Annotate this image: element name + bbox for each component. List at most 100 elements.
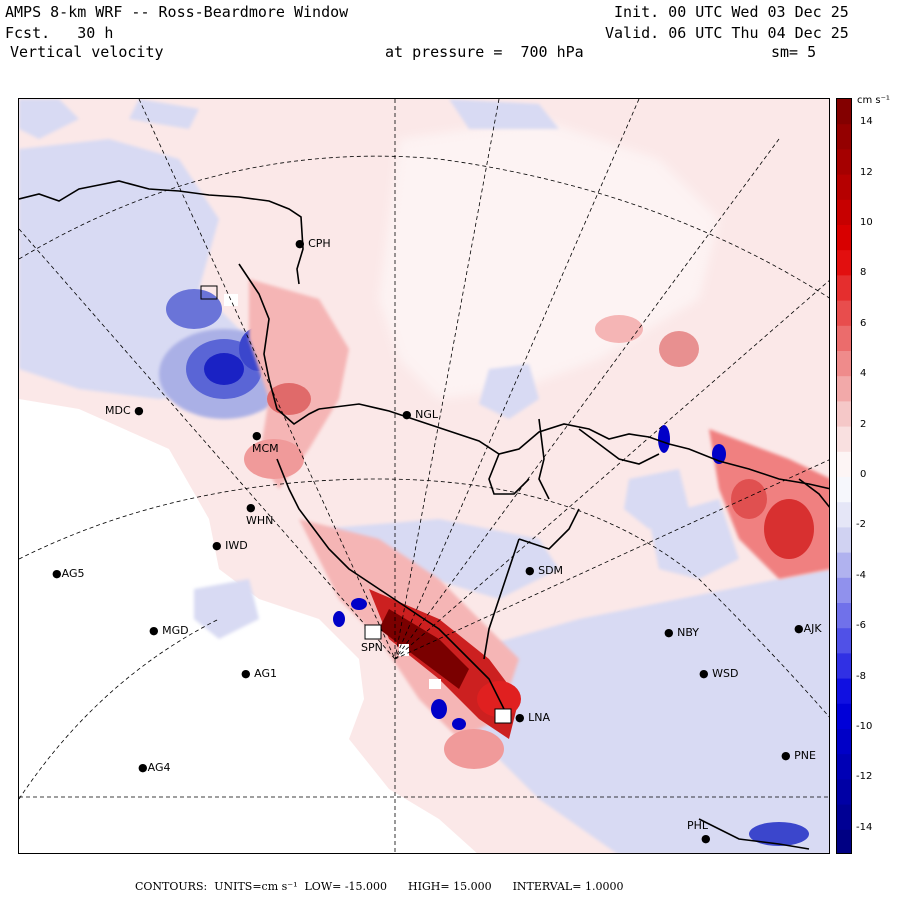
map-panel: ● CPH MDC ● ● NGL ● IWD ●AG5 ● MGD ● AG1… bbox=[18, 98, 830, 854]
colorbar-gradient bbox=[837, 99, 851, 853]
station-cph: ● CPH bbox=[295, 237, 331, 250]
fcst-label: Fcst. bbox=[5, 24, 51, 42]
colorbar-band bbox=[837, 779, 851, 806]
colorbar-tick-label: -6 bbox=[856, 620, 866, 632]
footer-units: UNITS=cm s⁻¹ bbox=[214, 880, 298, 893]
colorbar-band bbox=[837, 729, 851, 755]
colorbar-band bbox=[837, 124, 851, 150]
station-label: WSD bbox=[712, 667, 739, 680]
colorbar-band bbox=[837, 703, 851, 730]
pressure-level: at pressure = 700 hPa bbox=[385, 43, 584, 61]
variable-name: Vertical velocity bbox=[10, 43, 164, 61]
colorbar-band bbox=[837, 603, 851, 629]
blue-core-northwest bbox=[159, 289, 289, 419]
colorbar-band bbox=[837, 250, 851, 276]
colorbar-band bbox=[837, 300, 851, 327]
vertical-velocity-map bbox=[19, 99, 829, 853]
colorbar-band bbox=[837, 502, 851, 528]
quiet-region-ross bbox=[19, 399, 477, 853]
station-ngl: ● NGL bbox=[402, 408, 438, 421]
footer-contours: CONTOURS: bbox=[135, 880, 208, 893]
colorbar-tick-label: 0 bbox=[860, 469, 867, 480]
station-lna: ● LNA bbox=[515, 711, 550, 724]
colorbar-band bbox=[837, 199, 851, 226]
colorbar-band bbox=[837, 678, 851, 705]
colorbar-band bbox=[837, 829, 851, 853]
colorbar-band bbox=[837, 552, 851, 579]
station-label: CPH bbox=[308, 237, 331, 250]
footer-low: LOW= -15.000 bbox=[304, 880, 388, 893]
station-label: PNE bbox=[794, 749, 816, 762]
station-ag5: ●AG5 bbox=[52, 567, 85, 580]
station-ag4: ●AG4 bbox=[138, 761, 171, 774]
colorbar-tick-label: -4 bbox=[856, 569, 866, 581]
colorbar-band bbox=[837, 99, 851, 125]
station-wsd: ● WSD bbox=[699, 667, 739, 680]
station-mgd: ● MGD bbox=[149, 624, 189, 637]
colorbar-units: cm s⁻¹ bbox=[857, 95, 890, 106]
station-label: AG1 bbox=[254, 667, 277, 680]
colorbar-tick-label: 4 bbox=[860, 368, 867, 380]
colorbar-band bbox=[837, 174, 851, 201]
fcst-value: 30 h bbox=[77, 24, 114, 42]
colorbar-band bbox=[837, 426, 851, 453]
station-boxes bbox=[200, 285, 512, 724]
colorbar-band bbox=[837, 275, 851, 302]
forecast-hour: Fcst. 30 h bbox=[5, 24, 113, 42]
valid-time: Valid. 06 UTC Thu 04 Dec 25 bbox=[605, 24, 849, 42]
colorbar-tick-label: 14 bbox=[860, 116, 873, 128]
coastline bbox=[19, 180, 829, 850]
station-label: AG5 bbox=[61, 567, 85, 580]
colorbar-band bbox=[837, 477, 851, 503]
station-label: NBY bbox=[677, 626, 700, 639]
init-time: Init. 00 UTC Wed 03 Dec 25 bbox=[614, 3, 849, 21]
light-blue-areas bbox=[19, 99, 829, 853]
station-ajk: ●AJK bbox=[794, 622, 822, 635]
colorbar-tick-label: 8 bbox=[860, 267, 867, 279]
smoothing-value: sm= 5 bbox=[771, 43, 817, 61]
footer-high: HIGH= 15.000 bbox=[408, 880, 492, 893]
footer-interval: INTERVAL= 1.0000 bbox=[512, 880, 624, 893]
station-ag1: ● AG1 bbox=[241, 667, 277, 680]
colorbar-band bbox=[837, 628, 851, 654]
colorbar-band bbox=[837, 653, 851, 680]
plot-title: AMPS 8-km WRF -- Ross-Beardmore Window bbox=[5, 3, 349, 21]
colorbar-band bbox=[837, 451, 851, 478]
colorbar bbox=[836, 98, 852, 854]
colorbar-tick-label: -12 bbox=[856, 771, 873, 783]
station-label: MCM bbox=[252, 442, 279, 455]
station-label: AG4 bbox=[147, 761, 171, 774]
station-label: IWD bbox=[225, 539, 248, 552]
station-mdc: MDC ● bbox=[105, 404, 144, 417]
station-mcm: ● MCM bbox=[252, 429, 279, 455]
colorbar-tick-label: 2 bbox=[860, 418, 867, 430]
station-label: MDC bbox=[105, 404, 131, 417]
colorbar-band bbox=[837, 149, 851, 176]
blue-extremes bbox=[333, 425, 809, 846]
contour-info: CONTOURS: UNITS=cm s⁻¹ LOW= -15.000 HIGH… bbox=[135, 880, 623, 893]
colorbar-band bbox=[837, 351, 851, 377]
station-nby: ● NBY bbox=[664, 626, 700, 639]
station-label: NGL bbox=[415, 408, 438, 421]
colorbar-tick-label: -2 bbox=[856, 519, 866, 531]
pressure-label: at pressure = bbox=[385, 43, 503, 61]
station-label: LNA bbox=[528, 711, 550, 724]
colorbar-band bbox=[837, 577, 851, 604]
colorbar-tick-label: -10 bbox=[856, 721, 873, 732]
colorbar-tick-label: -8 bbox=[856, 670, 866, 682]
station-whn: ● WHN bbox=[246, 501, 274, 527]
station-phl: PHL ● bbox=[687, 819, 711, 845]
colorbar-band bbox=[837, 325, 851, 352]
station-spn: SPN bbox=[361, 641, 383, 654]
colorbar-tick-label: 10 bbox=[860, 217, 873, 228]
colorbar-band bbox=[837, 754, 851, 780]
colorbar-band bbox=[837, 527, 851, 554]
colorbar-band bbox=[837, 804, 851, 831]
colorbar-tick-label: -14 bbox=[856, 821, 873, 833]
station-label: MGD bbox=[162, 624, 189, 637]
station-sdm: ● SDM bbox=[525, 564, 564, 577]
station-label: AJK bbox=[803, 622, 822, 635]
station-pne: ● PNE bbox=[781, 749, 816, 762]
colorbar-tick-label: 12 bbox=[860, 166, 873, 178]
pressure-value: 700 hPa bbox=[520, 43, 584, 61]
